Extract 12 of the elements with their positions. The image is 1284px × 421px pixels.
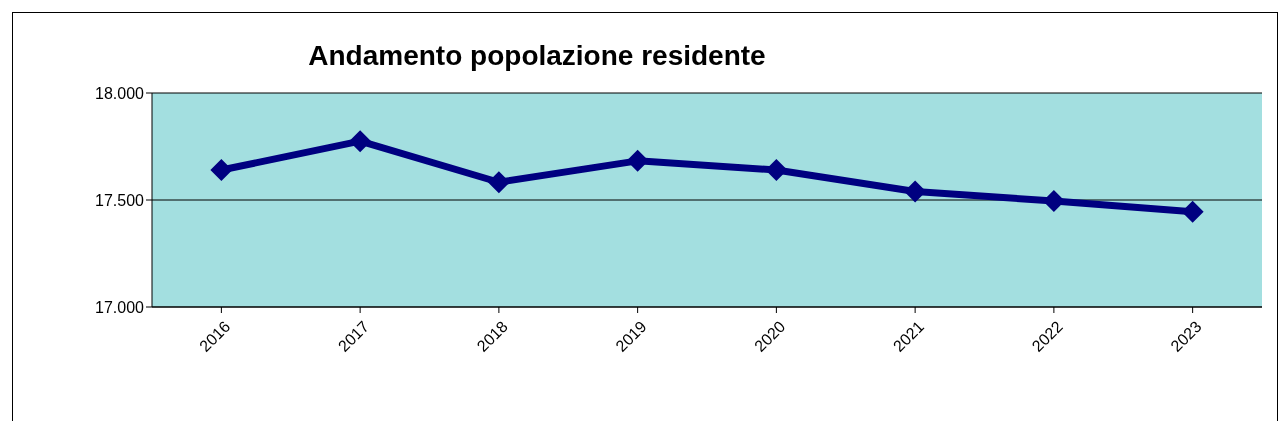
point [210,159,233,182]
y-tick-label: 17.500 [95,191,145,209]
chart-title: Andamento popolazione residente [307,40,767,72]
point [765,159,788,182]
point [904,180,927,203]
point [349,130,372,153]
point [1042,190,1065,213]
y-tick-label: 18.000 [95,84,145,102]
point [1181,200,1204,223]
point [626,149,649,172]
point [487,171,510,194]
y-tick-label: 17.000 [95,298,145,316]
